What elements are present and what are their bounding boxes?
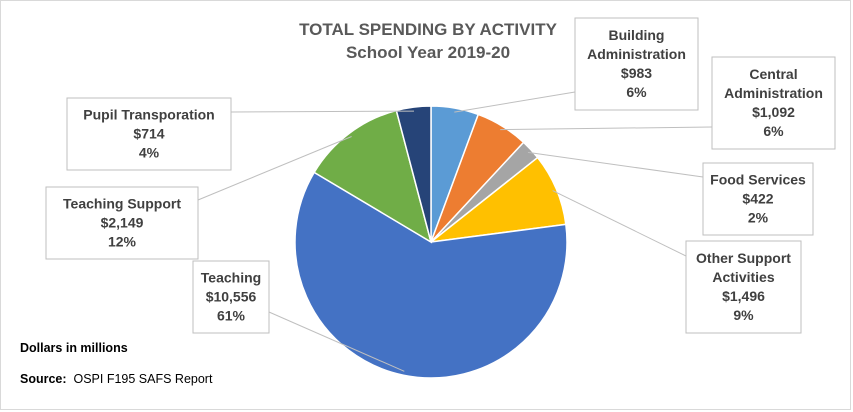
label-box (685, 240, 802, 334)
value-label: $2,149 (101, 215, 144, 231)
leader-line (500, 126, 713, 131)
percent-label: 9% (733, 307, 754, 323)
slice-label: Other Support Activities $1,496 9% (685, 240, 802, 334)
chart-subtitle: School Year 2019-20 (346, 43, 510, 62)
percent-label: 61% (217, 308, 246, 324)
category-label: Food Services (710, 172, 806, 188)
percent-label: 6% (626, 84, 647, 100)
category-label: Activities (712, 269, 774, 285)
label-box (66, 97, 232, 171)
source-note: Source: OSPI F195 SAFS Report (20, 372, 212, 386)
category-label: Administration (587, 46, 686, 62)
value-label: $714 (133, 126, 164, 142)
slice-label: Building Administration $983 6% (574, 17, 699, 111)
label-box (45, 186, 199, 260)
label-box (192, 260, 270, 334)
label-box (574, 17, 699, 111)
label-box (702, 162, 814, 236)
pie-slice (294, 171, 568, 379)
value-label: $983 (621, 65, 652, 81)
chart-title: TOTAL SPENDING BY ACTIVITY (299, 20, 558, 39)
category-label: Pupil Transporation (83, 107, 214, 123)
value-label: $10,556 (206, 289, 257, 305)
value-label: $1,496 (722, 288, 765, 304)
percent-label: 2% (748, 210, 769, 226)
leader-line (454, 91, 576, 113)
category-label: Administration (724, 85, 823, 101)
leader-line (230, 110, 415, 113)
leader-line (527, 151, 704, 178)
category-label: Teaching Support (63, 196, 181, 212)
category-label: Teaching (201, 270, 261, 286)
category-label: Central (749, 66, 797, 82)
source-text: OSPI F195 SAFS Report (73, 372, 213, 386)
leader-line (197, 136, 352, 201)
label-box (711, 56, 836, 150)
source-label: Source: (20, 372, 67, 386)
slice-label: Central Administration $1,092 6% (711, 56, 836, 150)
category-label: Building (609, 27, 665, 43)
slice-label: Pupil Transporation $714 4% (66, 97, 232, 171)
leader-line (552, 190, 687, 257)
percent-label: 6% (763, 123, 784, 139)
slice-label: Teaching $10,556 61% (192, 260, 270, 334)
leader-line (268, 311, 405, 372)
units-note: Dollars in millions (20, 341, 128, 355)
percent-label: 4% (139, 145, 160, 161)
pie-slice (313, 109, 433, 244)
percent-label: 12% (108, 234, 137, 250)
pie-slice (395, 105, 432, 243)
slice-label: Teaching Support $2,149 12% (45, 186, 199, 260)
value-label: $422 (742, 191, 773, 207)
value-label: $1,092 (752, 104, 795, 120)
slice-label: Food Services $422 2% (702, 162, 814, 236)
category-label: Other Support (696, 250, 791, 266)
